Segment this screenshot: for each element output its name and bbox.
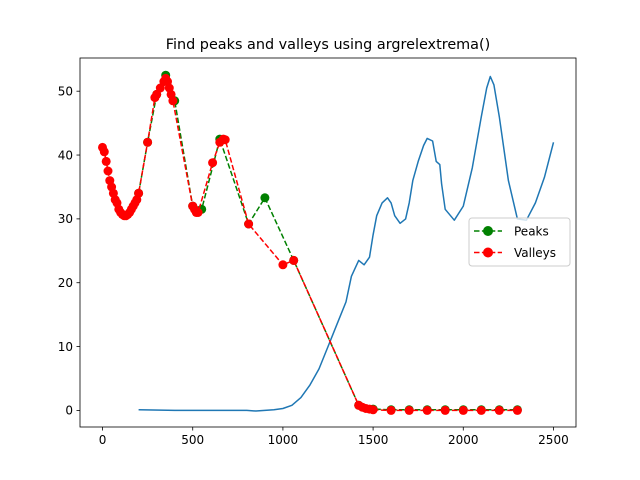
valleys-point	[512, 405, 522, 415]
x-tick-label: 500	[181, 433, 204, 447]
valleys-point	[134, 188, 144, 198]
legend-box	[468, 217, 571, 267]
valleys-point	[193, 208, 203, 217]
signal-line	[138, 75, 555, 412]
x-tick-label: 1000	[268, 433, 299, 447]
valleys-point	[494, 405, 504, 415]
valleys-point	[404, 405, 414, 415]
valleys-point	[386, 405, 396, 415]
x-tick-label: 2000	[448, 433, 479, 447]
valleys-point	[143, 137, 153, 147]
legend-valleys-label: Valleys	[514, 246, 556, 260]
y-tick-label: 10	[58, 340, 73, 354]
x-tick-label: 1500	[358, 433, 389, 447]
y-tick-label: 20	[58, 276, 73, 290]
y-axis: 0 10 20 30 40 50	[58, 84, 80, 418]
y-tick-label: 0	[65, 404, 73, 418]
legend-peaks-marker	[483, 226, 493, 236]
valleys-point	[422, 405, 432, 415]
valleys-point	[208, 158, 218, 168]
valleys-point	[458, 405, 468, 415]
valleys-point	[368, 405, 378, 415]
y-tick-label: 40	[58, 148, 73, 162]
chart-title: Find peaks and valleys using argrelextre…	[166, 37, 490, 53]
legend: Peaks Valleys	[468, 217, 571, 267]
valleys-point	[103, 166, 113, 176]
valleys-point	[278, 260, 288, 270]
x-axis: 0 500 1000 1500 2000 2500	[99, 427, 569, 447]
peaks-point	[260, 193, 270, 203]
legend-valleys-marker	[483, 247, 493, 258]
valleys-point	[440, 405, 450, 415]
y-tick-label: 30	[58, 212, 73, 226]
legend-peaks-label: Peaks	[514, 225, 549, 239]
y-tick-label: 50	[58, 84, 73, 98]
valleys-point	[244, 219, 254, 229]
plot-frame	[79, 57, 577, 428]
x-tick-label: 0	[99, 433, 107, 447]
valleys-point	[168, 96, 178, 106]
valleys-point	[476, 405, 486, 415]
valleys-point	[220, 135, 230, 145]
valleys-point	[289, 255, 299, 265]
valleys-point	[99, 147, 109, 157]
valleys-point	[101, 156, 111, 166]
x-tick-label: 2500	[538, 433, 569, 447]
